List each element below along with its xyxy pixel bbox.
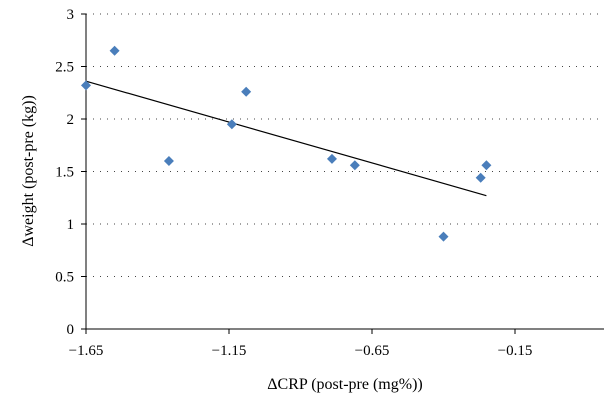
data-points bbox=[81, 45, 492, 242]
data-point bbox=[349, 160, 360, 171]
data-point bbox=[226, 119, 237, 130]
x-tick-label: −1.65 bbox=[69, 343, 104, 359]
data-point bbox=[109, 45, 120, 56]
y-tick-label: 0 bbox=[67, 322, 75, 338]
y-tick-label: 0.5 bbox=[55, 270, 74, 286]
data-point bbox=[81, 80, 91, 91]
ticks: 0 0.5 1 1.5 2 2.5 3 −1.65 −1.15 −0.65 −0.15 bbox=[55, 7, 532, 359]
y-axis-title: Δweight (post-pre (kg)) bbox=[20, 95, 37, 247]
data-point bbox=[481, 160, 492, 171]
data-point bbox=[241, 86, 252, 97]
data-point bbox=[326, 153, 337, 164]
data-point bbox=[438, 231, 449, 242]
trendline bbox=[85, 80, 487, 197]
y-tick-label: 2 bbox=[67, 112, 75, 128]
y-tick-label: 1 bbox=[67, 217, 75, 233]
data-point bbox=[163, 156, 174, 166]
x-axis-title: ΔCRP (post-pre (mg%)) bbox=[267, 376, 422, 393]
trendline-layer bbox=[85, 80, 487, 197]
y-tick-label: 2.5 bbox=[55, 60, 74, 76]
x-tick-label: −1.15 bbox=[212, 343, 247, 359]
gridlines bbox=[86, 13, 604, 277]
y-tick-label: 1.5 bbox=[55, 165, 74, 181]
data-point bbox=[475, 172, 486, 183]
x-tick-label: −0.65 bbox=[355, 343, 390, 359]
x-tick-label: −0.15 bbox=[498, 343, 533, 359]
y-tick-label: 3 bbox=[67, 7, 75, 23]
